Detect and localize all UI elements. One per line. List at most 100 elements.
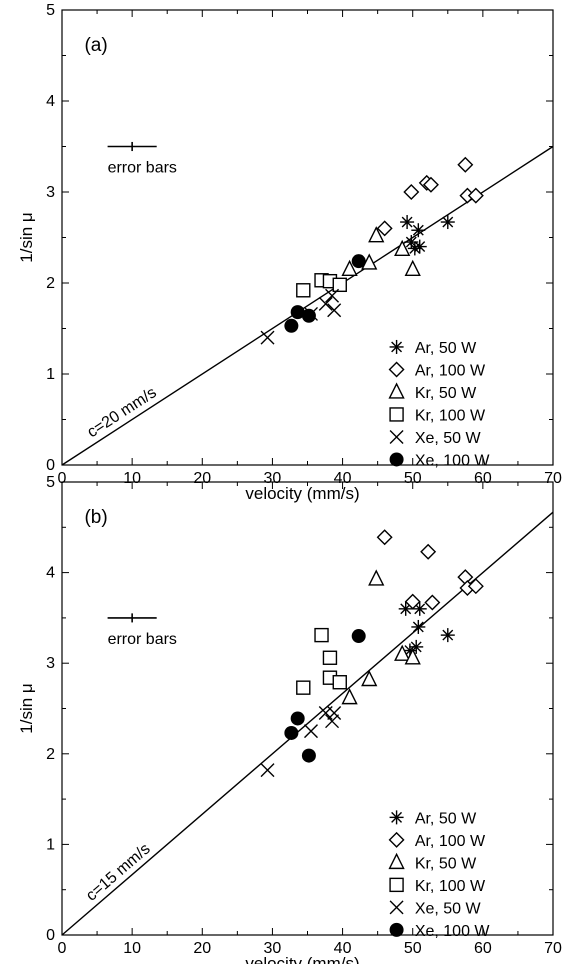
x-tick-label: 50 — [404, 940, 422, 957]
data-point — [341, 259, 358, 277]
panel-label: (a) — [84, 35, 107, 56]
data-point — [296, 680, 311, 695]
series-diamond — [376, 156, 484, 237]
data-point — [314, 627, 329, 643]
x-tick-label: 30 — [264, 470, 282, 487]
data-point — [296, 283, 311, 298]
legend-marker — [389, 922, 404, 937]
data-point — [440, 215, 455, 230]
legend-marker — [389, 407, 404, 422]
fit-line-label: c=20 mm/s — [84, 384, 159, 441]
panel-b: 0 10 20 30 40 50 60 70 0 1 2 3 4 5 velocity (mm/s) 1/si… — [17, 474, 562, 964]
y-tick-label: 1 — [46, 836, 55, 853]
data-point — [376, 529, 393, 546]
data-point — [403, 184, 420, 200]
data-point — [400, 215, 415, 230]
data-point — [424, 594, 441, 611]
data-point — [404, 259, 421, 277]
fit-line — [61, 511, 554, 936]
legend-marker — [388, 382, 405, 399]
data-point — [351, 629, 366, 644]
x-tick-label: 60 — [474, 940, 492, 957]
y-tick-label: 2 — [46, 746, 55, 763]
data-point — [290, 711, 305, 726]
data-point — [327, 706, 342, 721]
x-tick-label: 70 — [544, 940, 562, 957]
series-cross — [260, 706, 342, 778]
x-tick-label: 70 — [544, 470, 562, 487]
data-point — [361, 669, 378, 687]
y-tick-label: 5 — [46, 474, 55, 491]
legend-label: Kr, 100 W — [415, 878, 486, 895]
legend-label: Xe, 50 W — [415, 900, 482, 917]
x-tick-label: 20 — [193, 470, 211, 487]
series-asterisk — [400, 215, 455, 256]
data-point — [420, 543, 437, 560]
error-bars-label: error bars — [108, 160, 177, 177]
x-tick-label: 10 — [123, 940, 141, 957]
data-point — [284, 318, 299, 333]
data-point — [376, 220, 393, 237]
data-point — [394, 644, 411, 661]
x-tick-label: 60 — [474, 470, 492, 487]
series-triangle — [341, 226, 421, 277]
data-point — [284, 725, 299, 740]
legend-label: Xe, 50 W — [415, 430, 482, 447]
data-point — [412, 239, 427, 254]
data-point — [325, 288, 340, 303]
data-point — [422, 176, 439, 193]
series-square — [296, 627, 347, 695]
x-tick-label: 50 — [404, 470, 422, 487]
y-tick-label: 4 — [46, 565, 55, 582]
legend-marker — [389, 900, 404, 915]
x-tick-label: 40 — [334, 470, 352, 487]
series-diamond — [376, 529, 484, 611]
legend-marker — [388, 852, 405, 870]
series-square — [296, 273, 347, 298]
legend-label: Ar, 50 W — [415, 810, 477, 827]
data-point — [318, 296, 333, 311]
y-tick-label: 0 — [46, 457, 55, 474]
legend-label: Ar, 50 W — [415, 340, 477, 357]
legend-marker — [388, 831, 405, 848]
legend-marker — [389, 429, 404, 444]
data-point — [301, 308, 316, 323]
legend-label: Kr, 50 W — [415, 855, 477, 872]
x-tick-label: 0 — [58, 940, 67, 957]
legend-marker — [389, 810, 404, 825]
data-point — [440, 628, 455, 643]
y-axis-title: 1/sin μ — [17, 683, 36, 733]
error-bars-label: error bars — [108, 631, 177, 648]
data-point — [467, 187, 484, 204]
legend-label: Ar, 100 W — [415, 362, 486, 379]
data-point — [332, 675, 347, 690]
legend-label: Ar, 100 W — [415, 833, 486, 850]
panel-a: 0 10 20 30 40 50 60 70 0 1 2 3 4 5 velocity (mm/s) 1/si… — [17, 2, 562, 503]
data-point — [411, 223, 426, 238]
y-tick-label: 3 — [46, 184, 55, 201]
legend-marker — [389, 452, 404, 467]
y-tick-label: 3 — [46, 655, 55, 672]
series-filled-circle — [284, 254, 366, 333]
series-asterisk — [398, 601, 455, 658]
x-tick-label: 20 — [193, 940, 211, 957]
data-point — [290, 305, 305, 320]
x-tick-label: 10 — [123, 470, 141, 487]
series-triangle — [341, 569, 421, 705]
legend-label: Kr, 50 W — [415, 385, 477, 402]
y-tick-label: 0 — [46, 927, 55, 944]
panel-label: (b) — [84, 507, 107, 528]
data-point — [325, 714, 340, 729]
x-axis-title: velocity (mm/s) — [245, 484, 359, 503]
series-filled-circle — [284, 629, 366, 763]
x-tick-label: 0 — [58, 470, 67, 487]
x-tick-label: 30 — [264, 940, 282, 957]
legend-marker — [389, 339, 404, 354]
data-point — [404, 648, 421, 665]
y-tick-label: 4 — [46, 93, 55, 110]
data-point — [260, 763, 275, 778]
y-axis-title: 1/sin μ — [17, 212, 36, 262]
data-point — [457, 569, 474, 586]
y-tick-label: 5 — [46, 2, 55, 19]
